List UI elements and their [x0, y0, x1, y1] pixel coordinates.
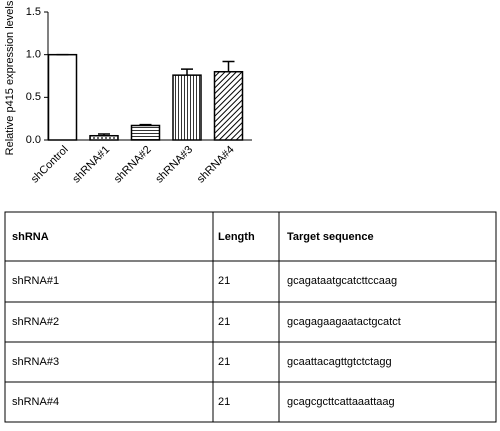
table: shRNA Length Target sequence shRNA#1 21 gcaga… [4, 211, 497, 423]
bar [47, 53, 78, 141]
table-header-cell: Target sequence [287, 231, 374, 243]
error-bar [222, 60, 235, 72]
table-cell: gcagagaagaatactgcatct [287, 316, 401, 328]
table-cell: gcaattacagttgtctctagg [287, 356, 392, 368]
x-tick-label: shRNA#3 [153, 144, 195, 186]
table-cell: shRNA#4 [12, 396, 59, 408]
x-tick-label: shRNA#4 [195, 144, 237, 186]
y-tick-label: 1.5 [26, 6, 41, 18]
table-cell: gcagataatgcatcttccaag [287, 275, 397, 287]
table-cell: shRNA#3 [12, 356, 59, 368]
table-header-cell: Length [218, 231, 255, 243]
bar [89, 134, 119, 141]
table-cell: 21 [218, 396, 230, 408]
table-cell: 21 [218, 356, 230, 368]
error-bar [139, 123, 152, 126]
y-tick-label: 1.0 [26, 49, 41, 61]
y-tick-label: 0.0 [26, 134, 41, 146]
bar [130, 124, 161, 141]
table-cell: gcagcgcttcattaaattaag [287, 396, 395, 408]
table-header-cell: shRNA [12, 231, 49, 243]
table-cell: 21 [218, 316, 230, 328]
x-tick-label: shRNA#2 [112, 144, 154, 186]
error-bar [98, 133, 110, 136]
y-tick-label: 0.5 [26, 91, 41, 103]
error-bar [181, 68, 193, 76]
table-cell: 21 [218, 275, 230, 287]
x-tick-label: shRNA#1 [70, 144, 112, 186]
bar [172, 74, 202, 141]
bar [213, 70, 244, 141]
y-axis-label: Relative p415 expression levels [4, 0, 16, 155]
table-border [4, 211, 497, 423]
table-cell: shRNA#2 [12, 316, 59, 328]
table-cell: shRNA#1 [12, 275, 59, 287]
x-tick-label: shControl [29, 144, 71, 186]
